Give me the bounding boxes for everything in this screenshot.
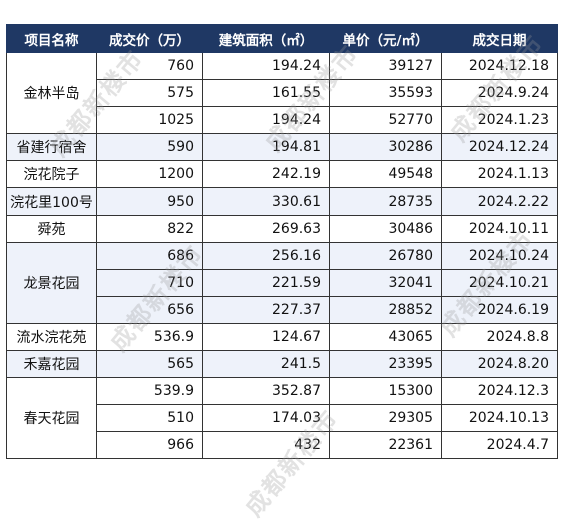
area-cell: 256.16 — [202, 241, 330, 270]
date-cell: 2024.10.13 — [441, 404, 558, 433]
unit-price-cell: 22361 — [329, 431, 442, 460]
date-cell: 2024.9.24 — [441, 79, 558, 108]
project-name-cell: 金林半岛 — [6, 51, 97, 135]
table-row: 575 161.55 35593 2024.9.24 — [7, 79, 558, 108]
unit-price-cell: 32041 — [329, 268, 442, 297]
price-cell: 710 — [96, 268, 203, 297]
date-cell: 2024.10.24 — [441, 241, 558, 270]
date-cell: 2024.12.3 — [441, 377, 558, 406]
unit-price-cell: 43065 — [329, 322, 442, 352]
table-row: 省建行宿舍 590 194.81 30286 2024.12.24 — [6, 133, 558, 162]
area-cell: 432 — [202, 431, 330, 460]
date-cell: 2024.4.7 — [441, 431, 558, 460]
date-cell: 2024.1.13 — [441, 160, 558, 189]
transaction-table-container: 项目名称 成交价（万） 建筑面积（㎡） 单价（元/㎡） 成交日期 金林半岛 760… — [6, 24, 558, 460]
project-name-cell: 春天花园 — [6, 377, 97, 460]
header-date: 成交日期 — [441, 24, 558, 53]
table-row: 春天花园 539.9 352.87 15300 2024.12.3 — [6, 377, 558, 460]
date-cell: 2024.12.24 — [441, 133, 558, 162]
unit-price-cell: 35593 — [329, 79, 442, 108]
table-row: 浣花院子 1200 242.19 49548 2024.1.13 — [6, 160, 558, 189]
project-name-cell: 禾嘉花园 — [6, 350, 97, 379]
unit-price-cell: 26780 — [329, 241, 442, 270]
unit-price-cell: 49548 — [329, 160, 442, 189]
date-cell: 2024.6.19 — [441, 295, 558, 324]
transaction-table: 项目名称 成交价（万） 建筑面积（㎡） 单价（元/㎡） 成交日期 金林半岛 760… — [6, 24, 558, 460]
area-cell: 194.81 — [202, 133, 330, 162]
project-name-cell: 浣花里100号 — [6, 187, 97, 216]
area-cell: 241.5 — [202, 350, 330, 379]
unit-price-cell: 30486 — [329, 214, 442, 243]
area-cell: 221.59 — [202, 268, 330, 297]
project-name-cell: 省建行宿舍 — [6, 133, 97, 162]
unit-price-cell: 28735 — [329, 187, 442, 216]
header-price: 成交价（万） — [96, 24, 203, 53]
unit-price-cell: 52770 — [329, 106, 442, 135]
table-row: 舜苑 822 269.63 30486 2024.10.11 — [6, 214, 558, 243]
unit-price-cell: 39127 — [329, 51, 442, 81]
unit-price-cell: 29305 — [329, 404, 442, 433]
area-cell: 269.63 — [202, 214, 330, 243]
table-row: 金林半岛 760 194.24 39127 2024.12.18 — [6, 51, 558, 135]
price-cell: 950 — [96, 187, 203, 216]
price-cell: 1025 — [96, 106, 203, 135]
header-area: 建筑面积（㎡） — [202, 24, 330, 53]
price-cell: 565 — [96, 350, 203, 379]
price-cell: 656 — [96, 295, 203, 324]
table-header-row: 项目名称 成交价（万） 建筑面积（㎡） 单价（元/㎡） 成交日期 — [6, 24, 558, 53]
header-project-name: 项目名称 — [6, 24, 97, 53]
table-row: 浣花里100号 950 330.61 28735 2024.2.22 — [6, 187, 558, 216]
table-row: 510 174.03 29305 2024.10.13 — [7, 404, 558, 433]
price-cell: 1200 — [96, 160, 203, 189]
price-cell: 686 — [96, 241, 203, 270]
table-row: 1025 194.24 52770 2024.1.23 — [7, 106, 558, 135]
project-name-cell: 流水浣花苑 — [6, 322, 97, 352]
date-cell: 2024.10.21 — [441, 268, 558, 297]
price-cell: 510 — [96, 404, 203, 433]
table-row: 龙景花园 686 256.16 26780 2024.10.24 — [6, 241, 558, 324]
price-cell: 536.9 — [96, 322, 203, 352]
table-row: 656 227.37 28852 2024.6.19 — [7, 295, 558, 324]
area-cell: 124.67 — [202, 322, 330, 352]
project-name-cell: 龙景花园 — [6, 241, 97, 324]
table-body: 金林半岛 760 194.24 39127 2024.12.18 575 161.55 355… — [6, 51, 558, 460]
price-cell: 575 — [96, 79, 203, 108]
table-row: 966 432 22361 2024.4.7 — [7, 431, 558, 460]
table-row: 禾嘉花园 565 241.5 23395 2024.8.20 — [6, 350, 558, 379]
date-cell: 2024.8.8 — [441, 322, 558, 352]
date-cell: 2024.10.11 — [441, 214, 558, 243]
area-cell: 227.37 — [202, 295, 330, 324]
area-cell: 161.55 — [202, 79, 330, 108]
unit-price-cell: 28852 — [329, 295, 442, 324]
unit-price-cell: 23395 — [329, 350, 442, 379]
date-cell: 2024.2.22 — [441, 187, 558, 216]
area-cell: 174.03 — [202, 404, 330, 433]
price-cell: 590 — [96, 133, 203, 162]
project-name-cell: 浣花院子 — [6, 160, 97, 189]
area-cell: 194.24 — [202, 106, 330, 135]
price-cell: 822 — [96, 214, 203, 243]
price-cell: 539.9 — [96, 377, 203, 406]
unit-price-cell: 30286 — [329, 133, 442, 162]
date-cell: 2024.8.20 — [441, 350, 558, 379]
area-cell: 194.24 — [202, 51, 330, 81]
date-cell: 2024.1.23 — [441, 106, 558, 135]
table-row: 710 221.59 32041 2024.10.21 — [7, 268, 558, 297]
area-cell: 352.87 — [202, 377, 330, 406]
area-cell: 330.61 — [202, 187, 330, 216]
price-cell: 760 — [96, 51, 203, 81]
area-cell: 242.19 — [202, 160, 330, 189]
table-row: 流水浣花苑 536.9 124.67 43065 2024.8.8 — [6, 322, 558, 352]
price-cell: 966 — [96, 431, 203, 460]
unit-price-cell: 15300 — [329, 377, 442, 406]
header-unit-price: 单价（元/㎡） — [329, 24, 442, 53]
date-cell: 2024.12.18 — [441, 51, 558, 81]
project-name-cell: 舜苑 — [6, 214, 97, 243]
